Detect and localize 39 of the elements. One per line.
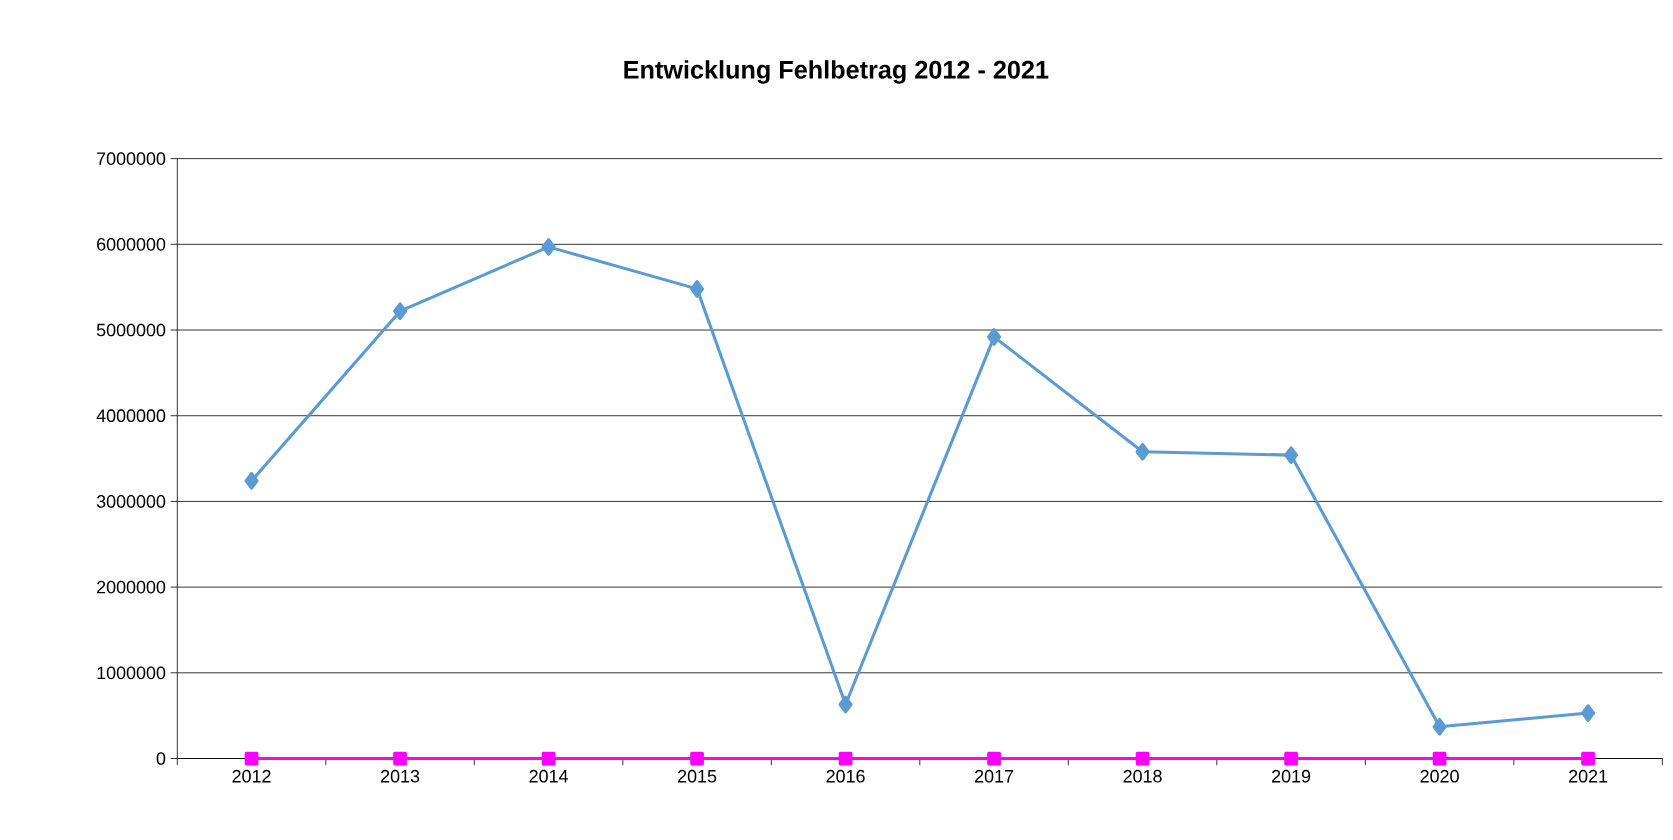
x-tick-label: 2019: [1272, 769, 1311, 783]
x-tick-label: 2015: [678, 769, 717, 783]
y-tick-label: 1000000: [97, 666, 166, 680]
y-tick-label: 4000000: [96, 409, 166, 423]
point: [244, 472, 259, 490]
point: [1581, 704, 1596, 723]
point: [244, 751, 259, 766]
point: [690, 751, 704, 766]
x-tick-label: 2018: [1123, 769, 1162, 783]
point: [690, 280, 705, 298]
point: [1135, 442, 1150, 461]
x-tick-label: 2017: [975, 769, 1014, 783]
y-tick-label: 5000000: [96, 323, 166, 337]
x-tick-label: 2014: [529, 769, 568, 783]
point: [393, 751, 407, 766]
y-tick-label: 0: [156, 752, 166, 765]
point: [838, 751, 853, 766]
y-tick-label: 3000000: [96, 495, 166, 508]
x-tick-label: 2012: [232, 769, 271, 783]
y-tick-label: 7000000: [97, 152, 166, 166]
y-tick-label: 6000000: [97, 238, 166, 251]
point: [1284, 446, 1299, 465]
point: [541, 751, 556, 766]
point: [987, 751, 1001, 766]
point: [987, 328, 1002, 346]
x-tick-label: 2013: [381, 769, 420, 783]
point: [1581, 751, 1595, 766]
chart-title: Entwicklung Fehlbetrag 2012 - 2021: [624, 60, 1049, 84]
point: [393, 302, 408, 321]
point: [838, 695, 853, 714]
point: [1432, 751, 1447, 766]
x-tick-label: 2016: [826, 769, 865, 783]
point: [1284, 751, 1298, 766]
point: [1432, 718, 1447, 736]
x-tick-label: 2021: [1569, 769, 1608, 783]
y-tick-label: 2000000: [97, 580, 166, 594]
point: [541, 238, 556, 256]
point: [1135, 751, 1150, 766]
x-tick-label: 2020: [1420, 769, 1459, 783]
